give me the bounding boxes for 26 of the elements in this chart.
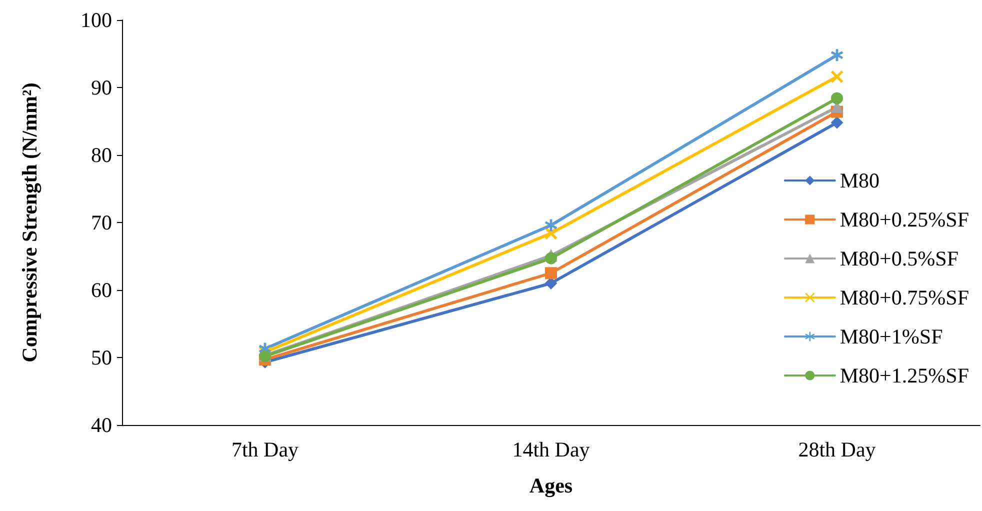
legend-label: M80+1%SF	[840, 324, 943, 348]
point	[545, 219, 557, 232]
y-tick-label: 40	[91, 413, 112, 437]
y-tick-label: 60	[91, 278, 112, 302]
legend-label: M80+0.5%SF	[840, 246, 959, 270]
legend-label: M80+0.75%SF	[840, 286, 970, 310]
x-tick-label: 28th Day	[798, 438, 876, 462]
point	[545, 227, 557, 240]
point	[831, 49, 843, 62]
y-tick-label: 70	[91, 210, 112, 234]
x-tick-label: 7th Day	[231, 438, 300, 462]
x-tick-label: 14th Day	[512, 438, 590, 462]
y-tick-label: 50	[91, 346, 112, 370]
point	[831, 116, 843, 129]
y-tick-label: 100	[80, 8, 112, 32]
y-tick-label: 90	[91, 76, 112, 100]
y-tick-label: 80	[91, 143, 112, 167]
x-axis-title: Ages	[529, 474, 573, 498]
legend-label: M80+1.25%SF	[840, 364, 970, 388]
point	[545, 252, 557, 264]
y-axis-title: Compressive Strength (N/mm²)	[18, 82, 42, 362]
point	[831, 92, 843, 104]
point	[831, 70, 843, 83]
point	[545, 267, 557, 280]
legend-label: M80	[840, 168, 880, 192]
legend-label: M80+0.25%SF	[840, 208, 970, 232]
